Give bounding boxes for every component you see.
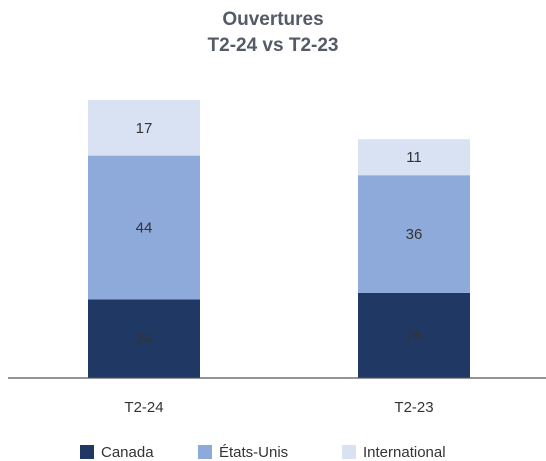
bar-segment: [358, 175, 470, 293]
value-label: 26: [406, 327, 423, 344]
bar-segment: [88, 299, 200, 378]
legend-swatch: [80, 445, 94, 459]
legend-swatch: [342, 445, 356, 459]
legend-label: États-Unis: [219, 444, 288, 461]
bar-segment: [88, 155, 200, 300]
value-label: 44: [136, 220, 153, 237]
value-label: 17: [136, 120, 153, 137]
chart-subtitle: T2-24 vs T2-23: [208, 35, 339, 56]
x-tick-label: T2-24: [124, 399, 163, 416]
bar-segment: [358, 292, 470, 378]
value-label: 36: [406, 226, 423, 243]
x-tick-label: T2-23: [394, 399, 433, 416]
legend-label: Canada: [101, 444, 154, 461]
bar-segment: [88, 100, 200, 156]
chart-title: Ouvertures: [222, 9, 323, 30]
value-label: 24: [136, 331, 153, 348]
legend-label: International: [363, 444, 446, 461]
value-label: 11: [406, 149, 422, 166]
bar-segment: [358, 139, 470, 176]
legend-swatch: [198, 445, 212, 459]
